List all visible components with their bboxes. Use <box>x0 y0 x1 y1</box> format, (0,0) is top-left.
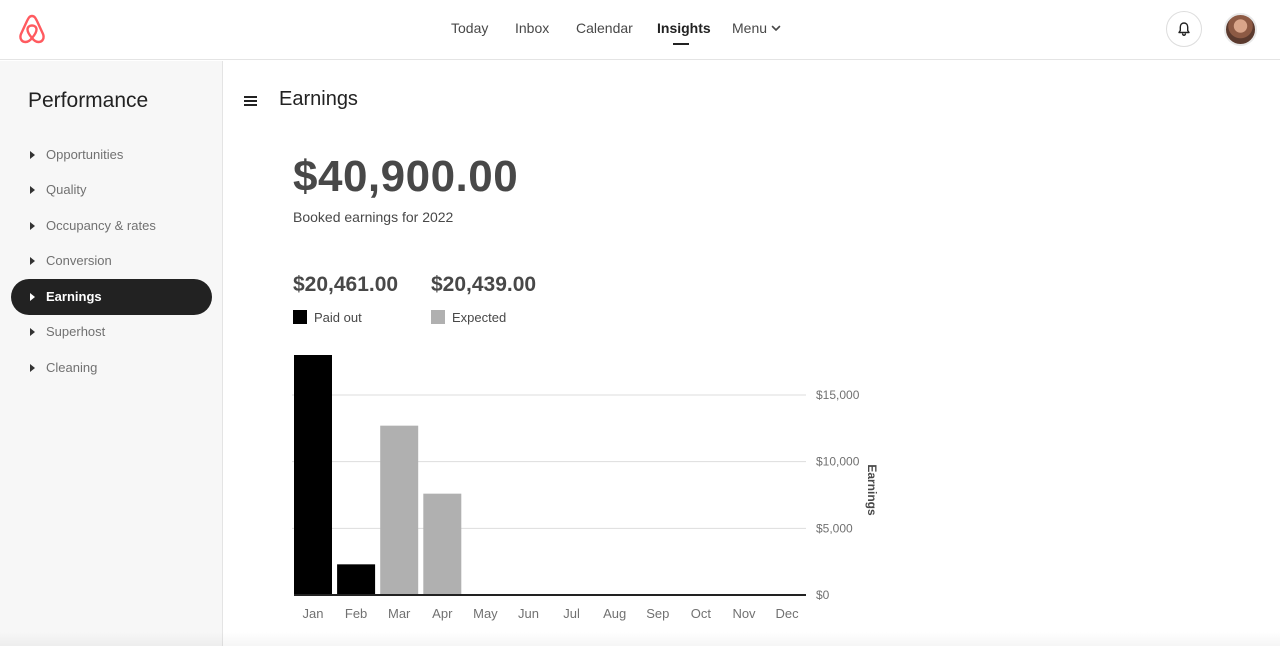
bar-expected-mar <box>380 425 419 595</box>
nav-calendar[interactable]: Calendar <box>576 20 633 36</box>
caret-right-icon <box>30 222 35 230</box>
hamburger-icon[interactable] <box>243 94 259 108</box>
sidebar-item-superhost[interactable]: Superhost <box>11 314 212 350</box>
sidebar-item-label: Quality <box>46 182 87 197</box>
sidebar-item-label: Cleaning <box>46 360 98 375</box>
sidebar-item-label: Earnings <box>46 289 102 304</box>
expected-amount: $20,439.00 <box>431 273 537 296</box>
total-earnings: $40,900.00 <box>293 152 519 201</box>
chevron-down-icon[interactable] <box>770 22 782 34</box>
top-navigation-bar: Today Inbox Calendar Insights Menu <box>0 0 1280 60</box>
sidebar-item-earnings[interactable]: Earnings <box>11 279 212 315</box>
nav-today[interactable]: Today <box>451 20 489 36</box>
active-nav-underline <box>673 43 689 45</box>
notifications-button[interactable] <box>1166 11 1202 47</box>
caret-right-icon <box>30 257 35 265</box>
sidebar-item-label: Opportunities <box>46 147 124 162</box>
y-tick-label: $0 <box>816 588 830 602</box>
x-tick-label: Apr <box>432 606 453 621</box>
x-tick-label: Jun <box>518 606 539 621</box>
x-tick-label: Aug <box>603 606 626 621</box>
caret-right-icon <box>30 151 35 159</box>
sidebar-item-quality[interactable]: Quality <box>11 172 212 208</box>
paid-out-amount: $20,461.00 <box>293 273 399 296</box>
bar-expected-apr <box>423 493 462 595</box>
total-earnings-caption: Booked earnings for 2022 <box>293 209 454 225</box>
y-tick-label: $5,000 <box>816 521 853 535</box>
nav-menu[interactable]: Menu <box>732 20 768 36</box>
sidebar-item-cleaning[interactable]: Cleaning <box>11 350 212 386</box>
primary-nav: Today Inbox Calendar Insights Menu <box>0 0 1280 60</box>
x-tick-label: Nov <box>732 606 756 621</box>
sidebar-item-opportunities[interactable]: Opportunities <box>11 137 212 173</box>
avatar[interactable] <box>1224 13 1257 46</box>
x-tick-label: May <box>473 606 498 621</box>
paid-out-label: Paid out <box>314 310 362 325</box>
sidebar-item-label: Conversion <box>46 253 112 268</box>
caret-right-icon <box>30 364 35 372</box>
sidebar-item-label: Superhost <box>46 324 106 339</box>
sidebar-item-label: Occupancy & rates <box>46 218 156 233</box>
nav-inbox[interactable]: Inbox <box>515 20 550 36</box>
x-tick-label: Jul <box>563 606 580 621</box>
x-tick-label: Sep <box>646 606 669 621</box>
bottom-fade <box>0 632 1280 646</box>
sidebar-title: Performance <box>28 89 149 112</box>
sidebar-item-conversion[interactable]: Conversion <box>11 243 212 279</box>
x-tick-label: Jan <box>303 606 324 621</box>
y-tick-label: $10,000 <box>816 455 860 469</box>
page-title: Earnings <box>279 88 358 110</box>
x-tick-label: Mar <box>388 606 411 621</box>
sidebar: Performance Opportunities Quality Occupa… <box>0 61 223 646</box>
sidebar-item-occupancy-rates[interactable]: Occupancy & rates <box>11 208 212 244</box>
x-tick-label: Dec <box>776 606 800 621</box>
expected-swatch <box>431 310 445 324</box>
y-axis-title: Earnings <box>865 464 879 516</box>
caret-right-icon <box>30 293 35 301</box>
caret-right-icon <box>30 186 35 194</box>
airbnb-logo-icon[interactable] <box>17 13 47 45</box>
caret-right-icon <box>30 328 35 336</box>
y-tick-label: $15,000 <box>816 388 860 402</box>
earnings-bar-chart: $0 $5,000 $10,000 $15,000 Jan Feb Mar Apr May Jun… <box>292 355 879 621</box>
x-tick-label: Feb <box>345 606 367 621</box>
bell-icon <box>1178 22 1190 37</box>
nav-insights[interactable]: Insights <box>657 20 711 36</box>
expected-label: Expected <box>452 310 507 325</box>
paid-out-swatch <box>293 310 307 324</box>
bar-paid-out-jan <box>294 355 332 595</box>
x-tick-label: Oct <box>691 606 712 621</box>
bar-paid-out-feb <box>337 564 376 595</box>
